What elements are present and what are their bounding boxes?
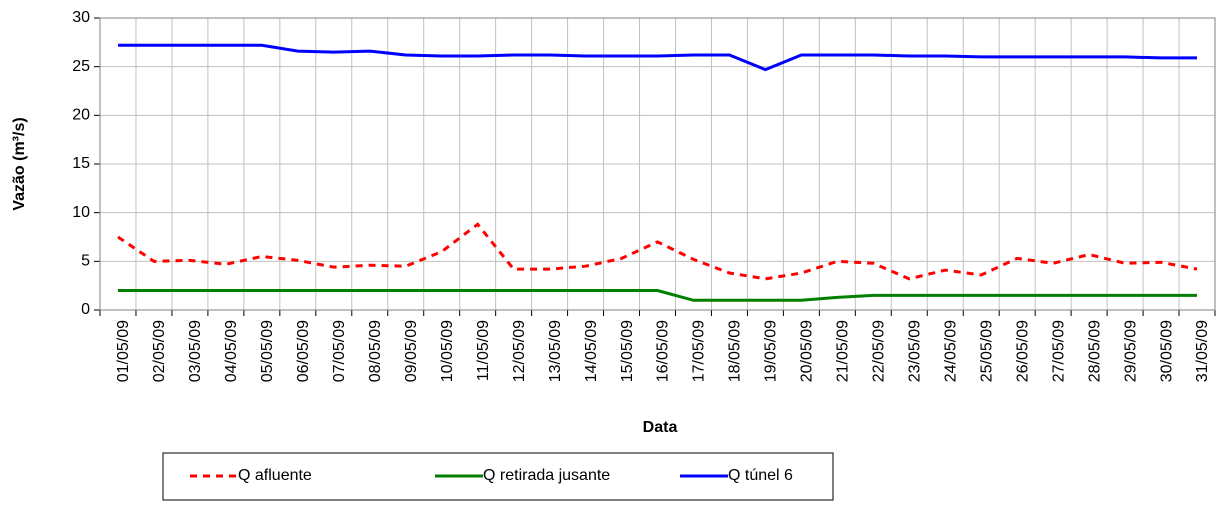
x-tick-label: 22/05/09: [871, 320, 888, 382]
y-tick-label: 0: [81, 301, 90, 318]
x-tick-label: 24/05/09: [942, 320, 959, 382]
x-tick-label: 17/05/09: [691, 320, 708, 382]
x-tick-label: 09/05/09: [403, 320, 420, 382]
x-tick-label: 25/05/09: [978, 320, 995, 382]
x-tick-label: 19/05/09: [763, 320, 780, 382]
x-tick-label: 10/05/09: [439, 320, 456, 382]
x-tick-label: 13/05/09: [547, 320, 564, 382]
y-axis-title: Vazão (m³/s): [11, 117, 28, 210]
legend-label: Q retirada jusante: [483, 467, 610, 484]
x-tick-label: 27/05/09: [1050, 320, 1067, 382]
x-tick-label: 12/05/09: [511, 320, 528, 382]
x-tick-label: 14/05/09: [583, 320, 600, 382]
x-tick-label: 03/05/09: [187, 320, 204, 382]
legend-label: Q túnel 6: [728, 467, 793, 484]
x-tick-label: 01/05/09: [115, 320, 132, 382]
y-tick-label: 15: [72, 155, 90, 172]
x-tick-label: 26/05/09: [1014, 320, 1031, 382]
legend-label: Q afluente: [238, 467, 312, 484]
x-tick-label: 07/05/09: [331, 320, 348, 382]
x-axis-title: Data: [643, 419, 678, 436]
y-tick-label: 25: [72, 58, 90, 75]
x-tick-label: 05/05/09: [259, 320, 276, 382]
x-tick-label: 31/05/09: [1194, 320, 1211, 382]
x-tick-label: 02/05/09: [151, 320, 168, 382]
x-tick-label: 21/05/09: [835, 320, 852, 382]
series-line: [117, 289, 1198, 302]
x-tick-label: 04/05/09: [223, 320, 240, 382]
x-tick-label: 28/05/09: [1086, 320, 1103, 382]
series-line: [117, 43, 1198, 72]
x-tick-label: 20/05/09: [799, 320, 816, 382]
series-line: [117, 222, 1198, 281]
x-tick-label: 16/05/09: [655, 320, 672, 382]
y-tick-label: 5: [81, 253, 90, 270]
y-tick-label: 10: [72, 204, 90, 221]
y-tick-label: 20: [72, 107, 90, 124]
x-tick-label: 30/05/09: [1158, 320, 1175, 382]
y-tick-label: 30: [72, 9, 90, 26]
x-tick-label: 11/05/09: [475, 320, 492, 381]
plot-frame: [99, 17, 1216, 311]
x-tick-label: 15/05/09: [619, 320, 636, 382]
x-tick-label: 18/05/09: [727, 320, 744, 382]
x-tick-label: 23/05/09: [906, 320, 923, 382]
x-tick-label: 08/05/09: [367, 320, 384, 382]
x-tick-label: 06/05/09: [295, 320, 312, 382]
x-tick-label: 29/05/09: [1122, 320, 1139, 382]
